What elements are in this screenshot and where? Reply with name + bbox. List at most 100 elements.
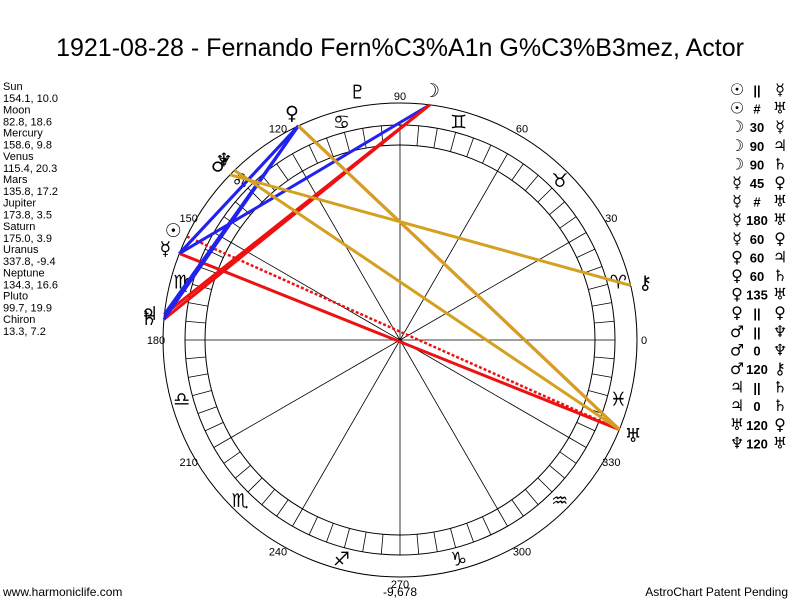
planet-position: 154.1, 10.0	[3, 93, 58, 105]
spoke	[302, 339, 401, 510]
aspect-from: ☿	[732, 173, 742, 192]
aspect-to: ♄	[773, 378, 787, 397]
ring-tick	[192, 390, 212, 397]
ring-tick	[549, 465, 565, 479]
ring-tick	[343, 132, 350, 152]
ring-tick	[591, 302, 612, 307]
planet-position: 158.6, 9.8	[3, 140, 52, 152]
ring-tick	[292, 153, 303, 172]
aspect-from: ♂	[730, 322, 744, 341]
aspect-from: ☽	[730, 136, 744, 155]
ring-tick	[594, 320, 615, 324]
aspect-to: ☿	[775, 117, 785, 136]
aspect-type: 0	[753, 343, 760, 358]
ring-tick	[261, 489, 275, 505]
aspect-from: ♆	[730, 433, 744, 452]
zodiac-sign: ♓	[610, 388, 627, 410]
aspect-to: ♅	[773, 192, 787, 211]
zodiac-sign: ♐	[333, 548, 350, 570]
aspect-type: 60	[750, 232, 764, 247]
ring-tick	[559, 216, 577, 229]
aspect-line	[233, 169, 621, 431]
spoke	[399, 339, 498, 510]
ring-tick	[292, 508, 303, 527]
planet-position: 337.8, -9.4	[3, 256, 56, 268]
aspect-type: ||	[753, 381, 760, 396]
aspect-to: ♆	[773, 340, 787, 359]
aspect-to: ♀	[774, 415, 786, 434]
ring-tick	[185, 320, 206, 324]
aspect-line	[297, 124, 621, 431]
ring-tick	[380, 534, 384, 555]
aspect-type: ||	[753, 325, 760, 340]
spoke	[399, 242, 570, 341]
aspect-to: ♅	[773, 285, 787, 304]
zodiac-sign: ♎	[173, 388, 190, 410]
planet-position: 82.8, 18.6	[3, 116, 52, 128]
ring-tick	[223, 451, 241, 464]
aspect-to: ⚷	[774, 359, 786, 378]
ring-tick	[204, 422, 224, 432]
outer-circle	[162, 102, 638, 578]
ring-tick	[482, 144, 492, 164]
aspect-from: ☿	[732, 192, 742, 211]
planet-name: Pluto	[3, 291, 28, 303]
aspect-to: ♄	[773, 396, 787, 415]
ring-tick	[588, 390, 608, 397]
degree-label: 150	[180, 213, 198, 225]
zodiac-sign: ♏	[232, 490, 249, 512]
planet-glyph: ♆	[215, 150, 232, 172]
ring-tick	[511, 499, 524, 517]
aspect-type: 120	[746, 418, 768, 433]
planet-glyph: ☉	[165, 220, 182, 242]
degree-label: 270	[391, 579, 409, 591]
ring-tick	[188, 373, 209, 378]
aspect-to: ☿	[775, 80, 785, 99]
degree-label: 120	[269, 124, 287, 136]
ring-tick	[197, 406, 217, 414]
aspect-type: 0	[753, 399, 760, 414]
ring-tick	[276, 499, 289, 517]
ring-tick	[276, 163, 289, 181]
planet-position: 134.3, 16.6	[3, 279, 58, 291]
ring-tick	[247, 477, 263, 493]
ring-tick	[576, 422, 596, 432]
planet-position: 99.7, 19.9	[3, 303, 52, 315]
aspect-type: #	[753, 195, 761, 210]
ring-tick	[450, 528, 457, 548]
footer-note: AstroChart Patent Pending	[645, 585, 788, 599]
footer-site: www.harmoniclife.com	[2, 585, 122, 599]
zodiac-sign: ♉	[551, 170, 568, 192]
planet-glyph: ⚷	[638, 272, 652, 294]
aspect-to: ♄	[773, 154, 787, 173]
ring-tick	[568, 232, 587, 243]
spoke	[230, 242, 401, 341]
ring-tick	[588, 283, 608, 290]
aspect-to: ♅	[773, 433, 787, 452]
aspect-from: ♃	[730, 378, 744, 397]
planet-name: Mars	[3, 174, 28, 186]
degree-label: 210	[180, 457, 198, 469]
aspect-type: 120	[746, 362, 768, 377]
ring-tick	[188, 302, 209, 307]
aspect-type: 90	[750, 139, 764, 154]
planet-name: Venus	[3, 151, 34, 163]
aspect-type: 45	[750, 176, 764, 191]
aspect-type: ||	[753, 83, 760, 98]
aspect-from: ♅	[730, 415, 744, 434]
aspect-from: ☉	[730, 80, 744, 99]
planet-position: 175.0, 3.9	[3, 233, 52, 245]
planet-glyph: ♃	[141, 303, 158, 325]
aspect-to: ♃	[773, 247, 787, 266]
aspect-from: ♀	[731, 303, 743, 322]
ring-tick	[343, 528, 350, 548]
aspect-from: ♀	[731, 285, 743, 304]
planet-name: Saturn	[3, 221, 35, 233]
ring-tick	[537, 187, 553, 203]
ring-tick	[591, 373, 612, 378]
spoke	[399, 170, 498, 341]
planet-name: Jupiter	[3, 198, 36, 210]
ring-tick	[576, 248, 596, 258]
aspect-type: 120	[746, 436, 768, 451]
